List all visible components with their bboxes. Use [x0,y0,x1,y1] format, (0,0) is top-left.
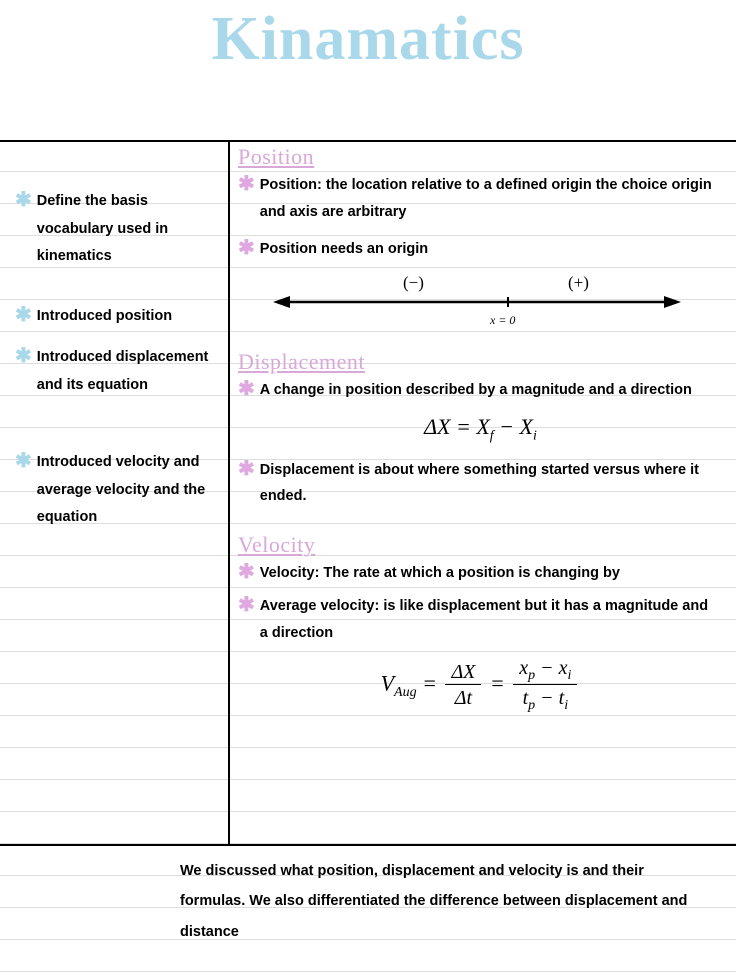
pos-label: (+) [568,273,589,292]
asterisk-icon: ✱ [15,188,32,271]
displacement-equation: ΔX = Xf − Xi [238,414,723,444]
asterisk-icon: ✱ [15,449,32,532]
note-row: ✱ Velocity: The rate at which a position… [238,560,723,587]
velocity-equation: VAug = ΔX Δt = xp − xi tp − ti [238,657,723,714]
bullet-text: Introduced displacement and its equation [37,344,220,399]
page: Kinamatics ✱ Define the basis vocabulary… [0,0,736,942]
note-row: ✱ Position: the location relative to a d… [238,172,723,226]
note-text: A change in position described by a magn… [260,377,723,404]
note-text: Displacement is about where something st… [260,457,723,511]
section-heading-position: Position [238,144,723,170]
asterisk-icon: ✱ [15,344,32,399]
asterisk-icon: ✱ [15,303,32,331]
page-title: Kinamatics [0,0,736,75]
asterisk-icon: ✱ [238,457,255,511]
left-column: ✱ Define the basis vocabulary used in ki… [15,188,220,564]
eq-dx: ΔX [424,414,450,439]
asterisk-icon: ✱ [238,377,255,404]
neg-label: (−) [403,273,424,292]
note-row: ✱ Displacement is about where something … [238,457,723,511]
bullet-text: Introduced velocity and average velocity… [37,449,220,532]
asterisk-icon: ✱ [238,593,255,647]
note-row: ✱ A change in position described by a ma… [238,377,723,404]
section-heading-displacement: Displacement [238,349,723,375]
number-line-diagram: (−) (+) x = 0 [268,272,703,335]
bullet-text: Introduced position [37,303,172,331]
note-text: Position: the location relative to a def… [260,172,723,226]
right-column: Position ✱ Position: the location relati… [238,142,723,726]
note-text: Average velocity: is like displacement b… [260,593,723,647]
left-bullet: ✱ Introduced velocity and average veloci… [15,449,220,532]
number-line-svg: (−) (+) x = 0 [268,272,688,330]
asterisk-icon: ✱ [238,560,255,587]
left-bullet: ✱ Define the basis vocabulary used in ki… [15,188,220,271]
note-text: Position needs an origin [260,236,723,263]
origin-label: x = 0 [489,313,515,327]
vertical-divider [228,140,230,844]
content-area: ✱ Define the basis vocabulary used in ki… [0,140,736,942]
left-bullet: ✱ Introduced position [15,303,220,331]
asterisk-icon: ✱ [238,172,255,226]
bullet-text: Define the basis vocabulary used in kine… [37,188,220,271]
section-heading-velocity: Velocity [238,532,723,558]
summary-text: We discussed what position, displacement… [180,856,710,947]
note-row: ✱ Position needs an origin [238,236,723,263]
asterisk-icon: ✱ [238,236,255,263]
bottom-border [0,844,736,846]
note-text: Velocity: The rate at which a position i… [260,560,723,587]
left-bullet: ✱ Introduced displacement and its equati… [15,344,220,399]
note-row: ✱ Average velocity: is like displacement… [238,593,723,647]
